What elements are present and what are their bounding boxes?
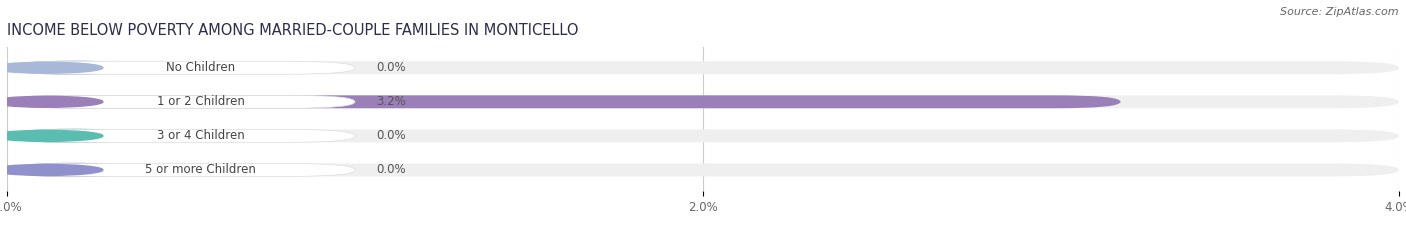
FancyBboxPatch shape — [7, 129, 1399, 142]
Circle shape — [0, 96, 103, 107]
FancyBboxPatch shape — [7, 95, 1399, 108]
Text: Source: ZipAtlas.com: Source: ZipAtlas.com — [1281, 7, 1399, 17]
Circle shape — [0, 130, 103, 141]
Circle shape — [7, 164, 139, 176]
FancyBboxPatch shape — [7, 129, 354, 142]
Text: 0.0%: 0.0% — [375, 129, 405, 142]
Text: 3.2%: 3.2% — [375, 95, 406, 108]
FancyBboxPatch shape — [7, 164, 354, 176]
FancyBboxPatch shape — [7, 95, 1121, 108]
FancyBboxPatch shape — [7, 95, 354, 108]
Text: No Children: No Children — [166, 61, 235, 74]
Text: 5 or more Children: 5 or more Children — [145, 163, 256, 176]
Text: 0.0%: 0.0% — [375, 163, 405, 176]
Circle shape — [7, 129, 139, 142]
Circle shape — [0, 164, 103, 175]
FancyBboxPatch shape — [7, 61, 354, 74]
Text: 0.0%: 0.0% — [375, 61, 405, 74]
Circle shape — [0, 62, 103, 73]
Text: 3 or 4 Children: 3 or 4 Children — [157, 129, 245, 142]
FancyBboxPatch shape — [7, 61, 1399, 74]
FancyBboxPatch shape — [7, 164, 1399, 176]
Text: 1 or 2 Children: 1 or 2 Children — [157, 95, 245, 108]
Text: INCOME BELOW POVERTY AMONG MARRIED-COUPLE FAMILIES IN MONTICELLO: INCOME BELOW POVERTY AMONG MARRIED-COUPL… — [7, 24, 578, 38]
Circle shape — [7, 61, 139, 74]
